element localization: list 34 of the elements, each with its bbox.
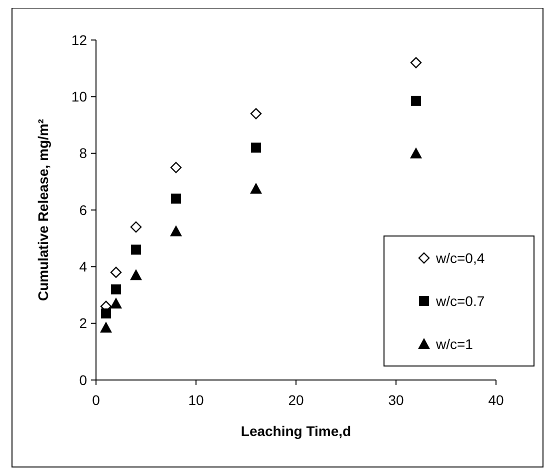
point (101, 308, 111, 318)
point (111, 284, 121, 294)
point (251, 142, 261, 153)
y-tick-label: 2 (79, 315, 88, 332)
legend-label: w/c=0,4 (435, 250, 485, 266)
x-tick-label: 20 (288, 392, 304, 408)
x-tick-label: 0 (92, 392, 100, 408)
y-tick-label: 0 (79, 372, 88, 388)
point (110, 298, 122, 308)
point (171, 194, 181, 204)
point (170, 225, 182, 236)
y-tick-label: 12 (71, 32, 88, 48)
point (410, 57, 422, 68)
point (131, 244, 141, 255)
y-tick-label: 10 (71, 88, 88, 105)
x-tick-label: 40 (488, 392, 504, 408)
point (170, 162, 182, 174)
y-tick-label: 8 (79, 145, 88, 162)
y-tick-label: 6 (79, 202, 88, 218)
legend-label: w/c=0.7 (435, 292, 485, 309)
point (130, 269, 142, 280)
point (250, 108, 262, 120)
y-tick-label: 4 (79, 258, 88, 275)
point (250, 182, 262, 194)
x-axis-title: Leaching Time,d (240, 423, 352, 439)
x-tick-label: 10 (188, 392, 204, 408)
point (130, 221, 142, 233)
y-axis-title: Cumulative Release, mg/m² (35, 118, 51, 302)
point (100, 322, 112, 333)
point (411, 96, 421, 106)
point (110, 266, 122, 278)
point (410, 147, 422, 158)
x-tick-label: 30 (388, 392, 404, 408)
legend-label: w/c=1 (435, 336, 474, 352)
